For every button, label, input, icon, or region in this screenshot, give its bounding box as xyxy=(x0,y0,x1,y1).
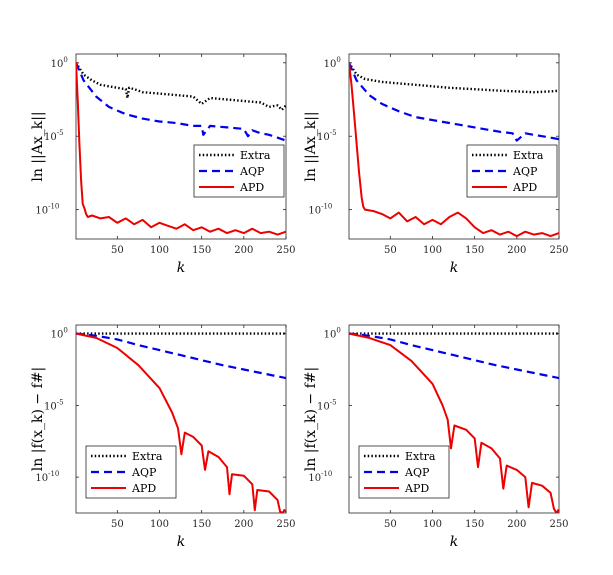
series-line-extra xyxy=(349,62,559,94)
legend-label-apd: APD xyxy=(131,482,156,495)
x-tick-label: 200 xyxy=(507,245,526,256)
legend-label-aqp: AQP xyxy=(131,466,157,479)
legend-box xyxy=(358,445,450,499)
x-tick-label: 150 xyxy=(192,519,211,530)
x-tick-label: 200 xyxy=(234,519,253,530)
x-tick-label: 100 xyxy=(423,245,442,256)
y-tick-label: 10-5 xyxy=(44,398,64,412)
x-tick-label: 200 xyxy=(234,245,253,256)
x-tick-label: 50 xyxy=(111,519,124,530)
y-tick-label: 100 xyxy=(51,56,68,70)
x-tick-label: 250 xyxy=(549,519,568,530)
y-tick-label: 10-5 xyxy=(44,129,64,143)
x-tick-label: 50 xyxy=(111,245,124,256)
y-axis-label: ln |f(x_k) − f#| xyxy=(303,367,319,471)
y-tick-label: 100 xyxy=(324,56,341,70)
series-line-extra xyxy=(76,62,286,112)
legend: Extra AQP APD xyxy=(85,445,177,499)
legend: Extra AQP APD xyxy=(193,144,285,198)
y-tick-label: 10-10 xyxy=(308,203,332,217)
series-group xyxy=(349,61,559,238)
series-group xyxy=(349,332,559,513)
y-tick-label: 100 xyxy=(324,327,341,341)
legend-box xyxy=(466,144,558,198)
legend-label-apd: APD xyxy=(239,181,264,194)
legend-label-apd: APD xyxy=(404,482,429,495)
x-tick-label: 150 xyxy=(465,519,484,530)
legend-box xyxy=(193,144,285,198)
x-tick-label: 150 xyxy=(465,245,484,256)
x-tick-label: 100 xyxy=(150,245,169,256)
series-line-apd xyxy=(76,332,286,513)
chart-panel-bottom-right: 50 100 150 200 250 100 10-5 10-10 k ln |f(x_k) − … xyxy=(303,324,569,550)
x-tick-label: 50 xyxy=(384,519,397,530)
series-group xyxy=(76,61,286,236)
legend-label-extra: Extra xyxy=(405,450,436,463)
chart-panel-bottom-left: 50 100 150 200 250 100 10-5 10-10 k ln |f(x_k) − … xyxy=(30,324,296,550)
legend-label-aqp: AQP xyxy=(404,466,430,479)
series-line-aqp xyxy=(76,332,286,380)
x-axis-label: k xyxy=(177,260,185,276)
series-line-apd xyxy=(76,61,286,236)
x-tick-label: 100 xyxy=(423,519,442,530)
y-tick-label: 10-10 xyxy=(35,203,59,217)
y-tick-label: 100 xyxy=(51,327,68,341)
x-axis-label: k xyxy=(450,260,458,276)
y-axis-label: ln |f(x_k) − f#| xyxy=(30,367,46,471)
x-axis-label: k xyxy=(177,534,185,550)
x-tick-label: 250 xyxy=(549,245,568,256)
y-tick-label: 10-10 xyxy=(308,470,332,484)
chart-panel-top-left: 50 100 150 200 250 100 10-5 10-10 k ln ||Ax_k|| Ex… xyxy=(30,53,296,276)
series-group xyxy=(76,332,286,513)
y-tick-label: 10-10 xyxy=(35,470,59,484)
legend-label-aqp: AQP xyxy=(239,165,265,178)
x-axis-label: k xyxy=(450,534,458,550)
x-tick-label: 150 xyxy=(192,245,211,256)
series-line-aqp xyxy=(349,62,559,142)
legend-box xyxy=(85,445,177,499)
chart-panel-top-right: 50 100 150 200 250 100 10-5 10-10 k ln ||Ax_k|| Ex… xyxy=(303,53,569,276)
x-tick-label: 100 xyxy=(150,519,169,530)
legend-label-extra: Extra xyxy=(513,149,544,162)
x-tick-label: 250 xyxy=(276,519,295,530)
x-tick-label: 200 xyxy=(507,519,526,530)
series-line-apd xyxy=(349,332,559,513)
series-line-apd xyxy=(349,61,559,238)
series-line-aqp xyxy=(349,332,559,380)
y-axis-label: ln ||Ax_k|| xyxy=(30,111,46,181)
legend-label-apd: APD xyxy=(512,181,537,194)
series-line-aqp xyxy=(76,62,286,142)
y-tick-label: 10-5 xyxy=(317,398,337,412)
legend-label-extra: Extra xyxy=(132,450,163,463)
legend: Extra AQP APD xyxy=(466,144,558,198)
legend-label-aqp: AQP xyxy=(512,165,538,178)
x-tick-label: 250 xyxy=(276,245,295,256)
y-tick-label: 10-5 xyxy=(317,129,337,143)
x-tick-label: 50 xyxy=(384,245,397,256)
y-axis-label: ln ||Ax_k|| xyxy=(303,111,319,181)
legend-label-extra: Extra xyxy=(240,149,271,162)
legend: Extra AQP APD xyxy=(358,445,450,499)
